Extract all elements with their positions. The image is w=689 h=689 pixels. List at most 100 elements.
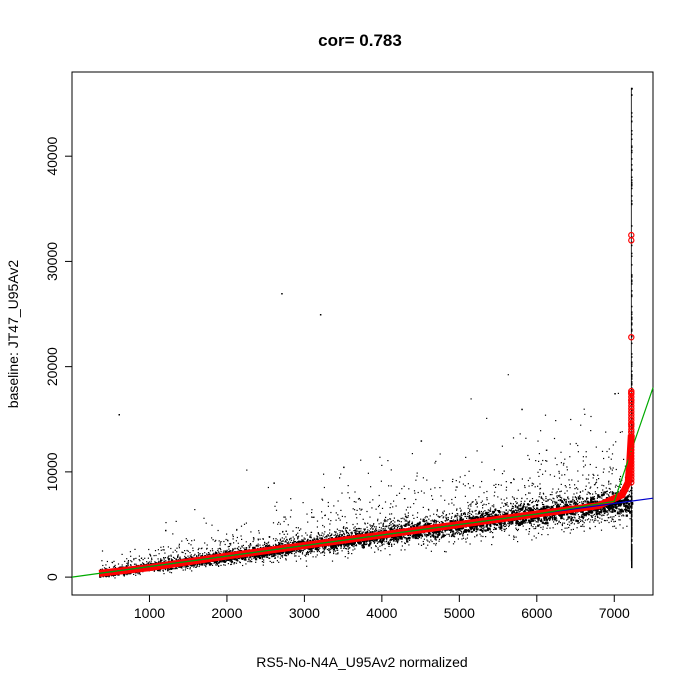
scatter-point bbox=[329, 536, 331, 538]
scatter-point bbox=[591, 516, 594, 518]
scatter-point bbox=[393, 543, 395, 545]
scatter-point bbox=[355, 531, 357, 533]
scatter-point bbox=[105, 567, 107, 570]
scatter-point bbox=[324, 536, 326, 538]
scatter-point bbox=[548, 518, 550, 520]
scatter-point bbox=[536, 521, 538, 523]
scatter-point bbox=[497, 510, 499, 512]
scatter-point bbox=[532, 526, 534, 528]
scatter-point bbox=[157, 570, 159, 572]
scatter-point bbox=[579, 516, 581, 518]
scatter-point bbox=[604, 520, 606, 522]
scatter-point bbox=[394, 521, 396, 523]
scatter-point bbox=[508, 523, 510, 525]
scatter-point bbox=[516, 511, 518, 513]
scatter-point bbox=[501, 445, 503, 447]
scatter-point bbox=[582, 498, 584, 500]
scatter-point bbox=[307, 551, 309, 554]
scatter-point bbox=[549, 527, 551, 529]
scatter-point bbox=[574, 488, 576, 490]
scatter-point bbox=[558, 521, 560, 523]
scatter-point bbox=[448, 533, 450, 535]
scatter-point bbox=[385, 520, 387, 522]
scatter-point bbox=[566, 519, 568, 521]
scatter-point bbox=[354, 532, 356, 534]
scatter-point bbox=[426, 479, 428, 481]
scatter-point bbox=[313, 516, 315, 518]
scatter-point bbox=[554, 523, 556, 525]
scatter-point bbox=[189, 552, 191, 554]
scatter-point bbox=[576, 497, 578, 499]
scatter-point bbox=[175, 558, 177, 560]
scatter-point bbox=[514, 506, 516, 508]
scatter-point bbox=[312, 516, 314, 518]
scatter-point bbox=[551, 491, 553, 493]
scatter-point bbox=[290, 541, 292, 543]
scatter-point bbox=[619, 475, 622, 478]
scatter-point bbox=[355, 545, 358, 547]
scatter-point bbox=[177, 554, 179, 556]
scatter-point bbox=[243, 547, 245, 549]
scatter-point bbox=[359, 508, 361, 510]
scatter-point bbox=[454, 514, 456, 516]
scatter-point bbox=[348, 545, 350, 547]
scatter-point bbox=[557, 495, 559, 497]
scatter-point bbox=[192, 556, 194, 558]
scatter-point bbox=[562, 517, 564, 519]
scatter-point bbox=[176, 551, 178, 553]
scatter-point bbox=[277, 554, 279, 556]
scatter-point bbox=[257, 539, 259, 541]
scatter-point bbox=[621, 509, 623, 511]
scatter-point bbox=[264, 543, 266, 545]
scatter-point bbox=[227, 540, 229, 542]
scatter-point bbox=[454, 516, 456, 518]
scatter-point bbox=[346, 532, 348, 534]
scatter-point bbox=[343, 527, 345, 529]
scatter-point bbox=[531, 502, 533, 504]
scatter-point bbox=[220, 541, 222, 543]
scatter-point bbox=[460, 515, 462, 517]
scatter-point bbox=[360, 509, 362, 511]
scatter-point bbox=[255, 561, 257, 563]
scatter-point bbox=[556, 491, 558, 493]
scatter-point bbox=[535, 460, 537, 462]
scatter-point bbox=[478, 496, 480, 498]
scatter-point bbox=[150, 563, 152, 565]
scatter-point bbox=[325, 536, 327, 538]
scatter-point bbox=[626, 495, 628, 497]
scatter-point bbox=[139, 572, 141, 574]
scatter-point bbox=[503, 525, 505, 528]
scatter-point bbox=[435, 542, 437, 545]
scatter-point bbox=[262, 538, 264, 540]
scatter-point bbox=[544, 470, 547, 472]
scatter-point bbox=[456, 518, 458, 520]
scatter-point bbox=[331, 533, 333, 535]
scatter-point bbox=[482, 528, 484, 530]
scatter-point bbox=[284, 516, 286, 518]
scatter-point bbox=[577, 502, 579, 505]
scatter-point bbox=[224, 543, 226, 546]
scatter-point bbox=[515, 524, 517, 526]
scatter-point bbox=[423, 524, 425, 526]
scatter-point bbox=[404, 498, 406, 500]
scatter-point bbox=[411, 453, 413, 455]
scatter-point bbox=[382, 525, 384, 527]
scatter-point bbox=[333, 551, 335, 553]
scatter-point bbox=[619, 524, 621, 526]
scatter-point bbox=[564, 485, 566, 487]
scatter-point bbox=[619, 513, 621, 515]
scatter-point bbox=[384, 518, 386, 521]
scatter-point bbox=[436, 514, 438, 516]
scatter-point bbox=[464, 512, 466, 514]
scatter-point bbox=[134, 548, 136, 550]
scatter-point bbox=[189, 567, 191, 569]
scatter-point bbox=[486, 417, 488, 419]
scatter-point bbox=[493, 504, 495, 506]
scatter-point bbox=[496, 514, 499, 516]
scatter-point bbox=[321, 517, 323, 519]
scatter-point bbox=[582, 524, 584, 526]
scatter-point bbox=[280, 555, 282, 557]
scatter-point bbox=[359, 513, 361, 515]
scatter-point bbox=[329, 552, 331, 554]
scatter-point bbox=[505, 504, 507, 506]
